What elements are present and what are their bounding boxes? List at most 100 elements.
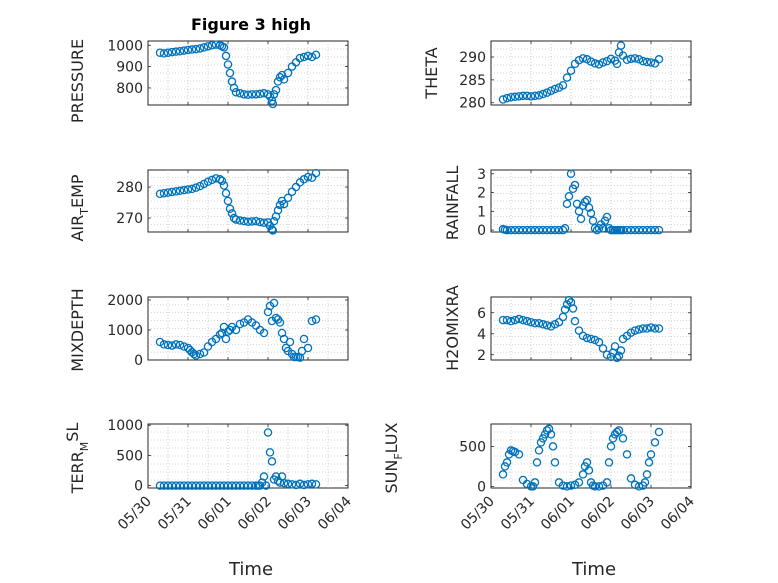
data-point xyxy=(574,55,584,65)
data-point xyxy=(163,188,173,197)
data-point xyxy=(622,55,632,64)
data-point xyxy=(654,427,664,437)
data-point xyxy=(634,325,644,334)
data-point xyxy=(560,305,570,314)
data-point xyxy=(231,87,241,97)
data-point xyxy=(199,481,209,490)
data-point xyxy=(171,340,181,349)
data-point xyxy=(534,318,544,328)
data-point xyxy=(626,54,636,64)
data-point xyxy=(566,169,576,179)
ylabel-sun-sub: F xyxy=(392,453,405,459)
data-point xyxy=(562,300,572,309)
data-point xyxy=(618,225,628,235)
data-point xyxy=(548,442,558,451)
ylabel-rainfall: RAINFALL xyxy=(443,166,462,241)
data-point xyxy=(251,216,261,226)
data-point xyxy=(295,53,305,63)
data-point xyxy=(542,225,552,235)
data-point xyxy=(534,91,544,100)
data-point xyxy=(295,479,305,489)
data-point xyxy=(311,168,321,178)
y-tick-label: 0 xyxy=(134,353,143,369)
y-tick-label: 6 xyxy=(477,306,486,322)
data-point xyxy=(606,442,616,451)
data-point xyxy=(267,457,277,466)
data-point xyxy=(646,58,656,67)
data-point xyxy=(558,225,568,235)
y-tick-label: 270 xyxy=(116,211,143,227)
data-point xyxy=(646,225,656,235)
data-point xyxy=(546,430,556,439)
x-tick-label: 05/30 xyxy=(115,494,155,534)
data-point xyxy=(189,349,199,359)
data-point xyxy=(247,481,257,490)
data-point xyxy=(506,316,516,326)
data-point xyxy=(582,333,592,343)
data-point xyxy=(263,428,273,437)
y-tick-label: 3 xyxy=(477,167,486,183)
data-point xyxy=(534,225,544,235)
data-point xyxy=(638,225,648,235)
data-point xyxy=(522,316,532,326)
data-point xyxy=(221,51,231,61)
data-point xyxy=(558,81,568,90)
data-point xyxy=(594,482,604,491)
data-point xyxy=(514,450,524,459)
data-point xyxy=(307,52,317,62)
y-tick-label: 0 xyxy=(477,223,486,239)
ylabel-terr-tail: SL xyxy=(63,423,82,442)
data-point xyxy=(227,209,237,218)
data-point xyxy=(502,458,512,467)
data-point xyxy=(626,225,636,235)
y-tick-label: 0 xyxy=(477,479,486,495)
data-point xyxy=(221,334,231,344)
data-point xyxy=(518,91,528,101)
data-point xyxy=(215,330,225,339)
data-point xyxy=(550,84,560,94)
data-point xyxy=(275,73,285,82)
y-tick-label: 2000 xyxy=(107,293,143,309)
data-point xyxy=(167,481,177,490)
data-point xyxy=(590,335,600,345)
y-tick-label: 285 xyxy=(459,73,486,89)
data-point xyxy=(608,434,618,443)
data-point xyxy=(616,346,626,355)
data-point xyxy=(598,344,608,353)
data-point xyxy=(235,319,245,329)
data-point xyxy=(291,480,301,490)
data-point xyxy=(532,458,542,467)
data-point xyxy=(570,316,580,326)
data-point xyxy=(630,480,640,490)
data-point xyxy=(526,92,536,101)
data-point xyxy=(255,89,265,99)
x-tick-label: 06/02 xyxy=(235,494,275,534)
data-point xyxy=(203,177,213,187)
ylabel-terr-main: TERR xyxy=(68,451,87,494)
data-point xyxy=(646,323,656,332)
data-point xyxy=(560,223,570,233)
data-point xyxy=(538,320,548,329)
data-point xyxy=(211,481,221,490)
data-point xyxy=(594,337,604,347)
data-point xyxy=(203,42,213,51)
ylabel-sun-main: SUN xyxy=(382,460,401,494)
y-tick-label: 500 xyxy=(459,439,486,455)
data-point xyxy=(498,315,508,325)
data-point xyxy=(223,481,233,490)
data-point xyxy=(255,217,265,227)
data-point xyxy=(219,43,229,52)
data-point xyxy=(283,193,293,203)
data-point xyxy=(175,481,185,490)
data-point xyxy=(175,46,185,56)
data-point xyxy=(602,478,612,487)
data-point xyxy=(594,60,604,69)
data-point xyxy=(219,481,229,490)
data-point xyxy=(187,481,197,490)
x-tick-label: 06/01 xyxy=(538,494,578,534)
data-point xyxy=(506,225,516,235)
data-point xyxy=(528,482,538,491)
data-point xyxy=(634,55,644,64)
y-tick-label: 1000 xyxy=(107,418,143,434)
